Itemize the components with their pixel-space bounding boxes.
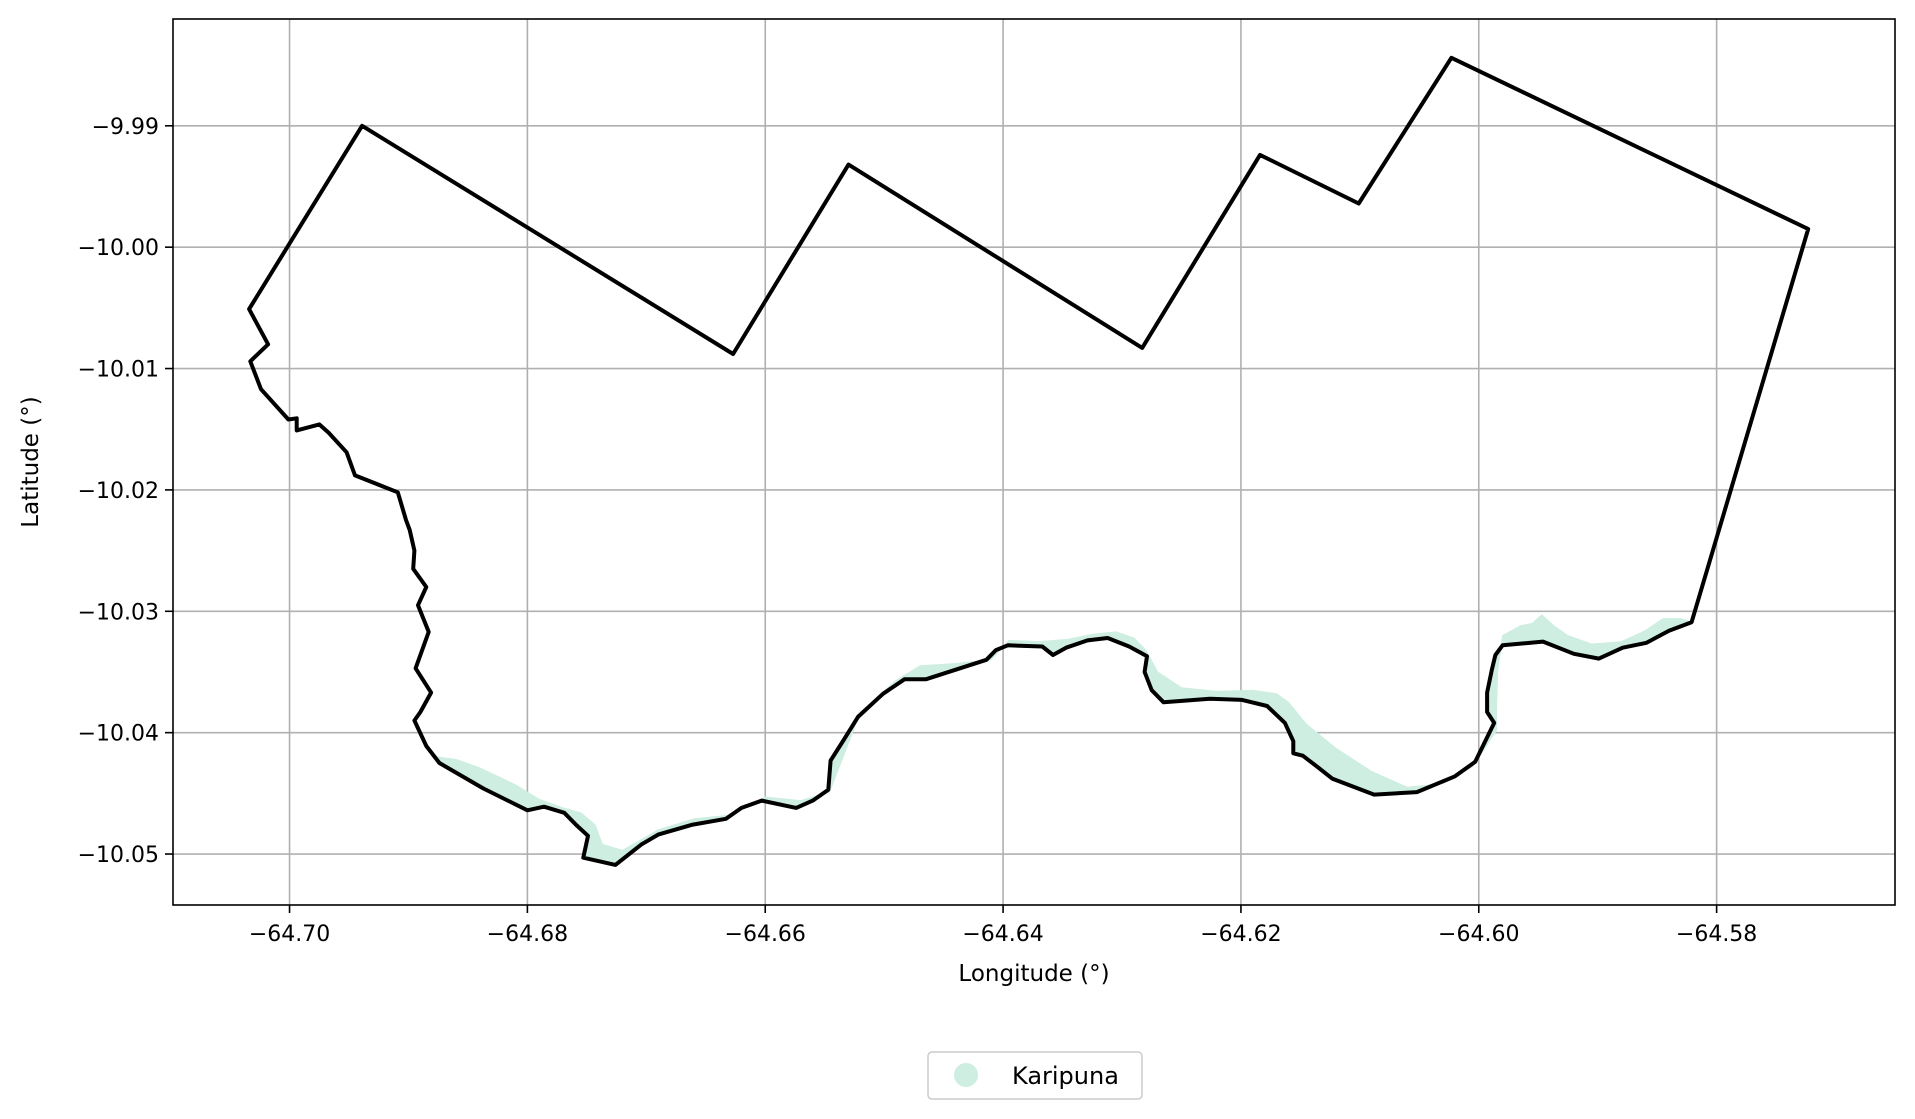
x-tick-label: −64.60 bbox=[1438, 922, 1519, 947]
legend: Karipuna bbox=[927, 1051, 1143, 1100]
y-tick-label: −10.05 bbox=[78, 843, 159, 868]
y-tick-label: −10.02 bbox=[78, 479, 159, 504]
legend-label-karipuna: Karipuna bbox=[1012, 1062, 1119, 1090]
plot-area-frame bbox=[172, 18, 1896, 906]
grid-lines bbox=[173, 19, 1895, 905]
x-tick-label: −64.66 bbox=[725, 922, 806, 947]
x-tick-label: −64.64 bbox=[962, 922, 1043, 947]
x-axis-label: Longitude (°) bbox=[958, 961, 1109, 987]
boundary-layer bbox=[247, 55, 1811, 867]
y-axis-ticks: −9.99 −10.00 −10.01 −10.02 −10.03 −10.04 −10.0… bbox=[78, 115, 173, 868]
y-tick-label: −10.03 bbox=[78, 600, 159, 625]
legend-box bbox=[927, 1051, 1143, 1100]
x-tick-label: −64.70 bbox=[249, 922, 330, 947]
y-tick-label: −10.00 bbox=[78, 236, 159, 261]
x-tick-label: −64.58 bbox=[1676, 922, 1757, 947]
boundary-outline bbox=[247, 55, 1811, 867]
x-axis-ticks: −64.70 −64.68 −64.66 −64.64 −64.62 −64.60 −64.… bbox=[249, 905, 1757, 947]
x-tick-label: −64.62 bbox=[1200, 922, 1281, 947]
x-tick-label: −64.68 bbox=[487, 922, 568, 947]
y-tick-label: −10.04 bbox=[78, 722, 159, 747]
legend-marker-karipuna bbox=[954, 1063, 978, 1087]
y-tick-label: −9.99 bbox=[92, 115, 159, 140]
y-axis-label: Latitude (°) bbox=[18, 396, 44, 527]
y-tick-label: −10.01 bbox=[78, 358, 159, 383]
